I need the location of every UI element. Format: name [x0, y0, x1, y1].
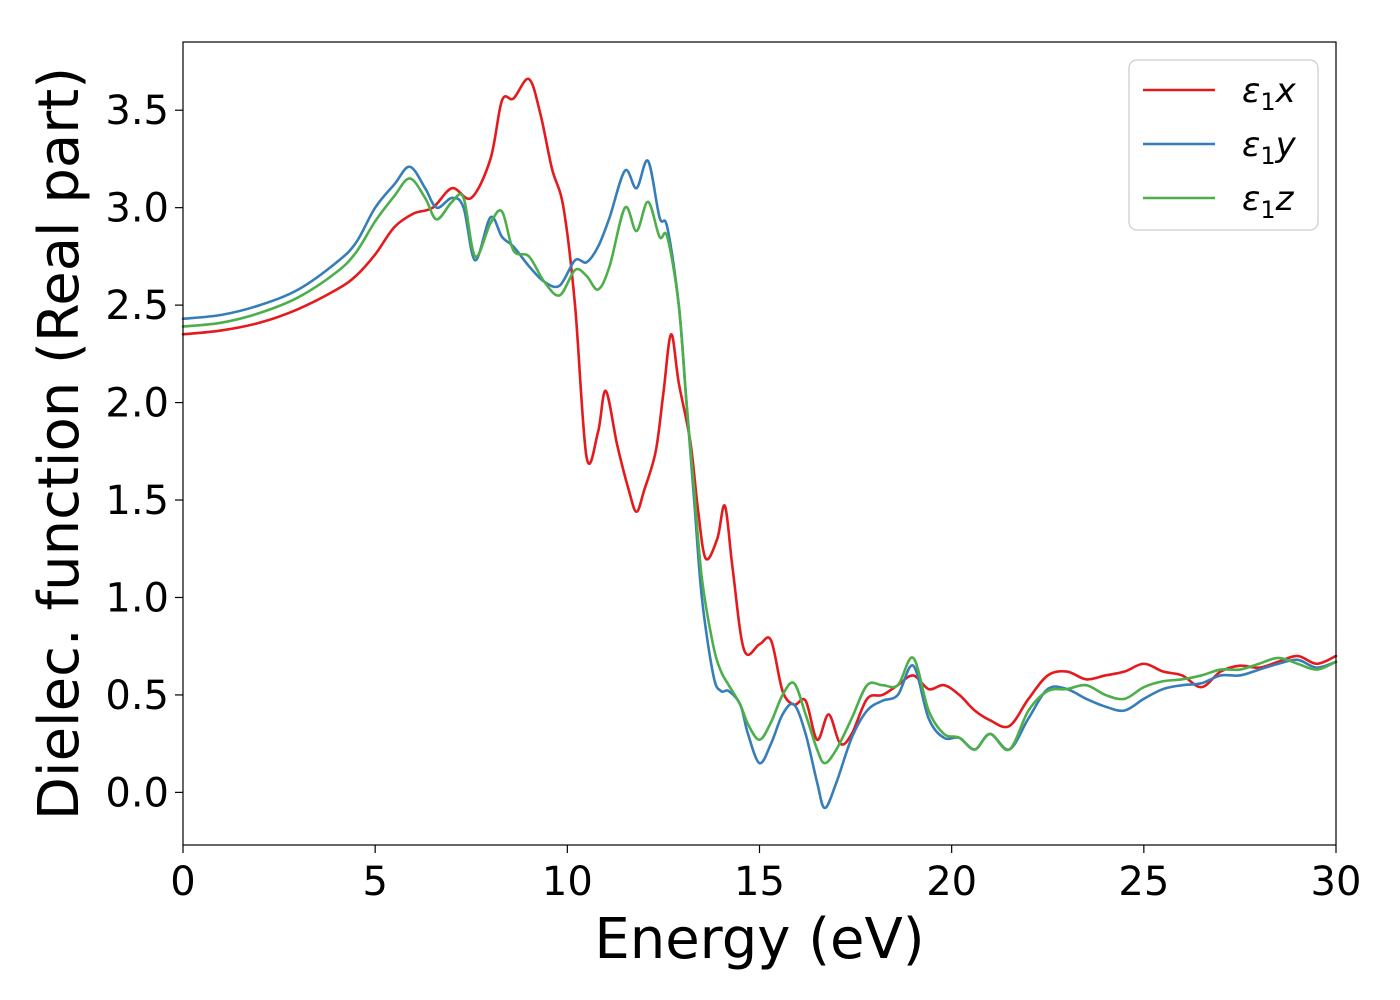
x-tick-label: 30 — [1311, 859, 1362, 905]
x-tick-label: 20 — [926, 859, 977, 905]
legend-label-y: ε1y — [1242, 125, 1297, 170]
legend-label-z: ε1z — [1242, 179, 1295, 224]
x-tick-label: 5 — [362, 859, 387, 905]
x-tick-label: 10 — [542, 859, 593, 905]
y-axis: 0.0 0.5 1.0 1.5 2.0 2.5 3.0 3.5 — [105, 88, 183, 816]
x-axis: 0 5 10 15 20 25 30 — [170, 845, 1361, 905]
y-tick-label: 1.5 — [105, 478, 169, 524]
series-layer — [181, 77, 1338, 810]
legend-label-x: ε1x — [1242, 71, 1297, 116]
y-tick-label: 2.0 — [105, 381, 169, 427]
x-axis-label: Energy (eV) — [594, 907, 924, 972]
y-tick-label: 2.5 — [105, 283, 169, 329]
y-tick-label: 3.5 — [105, 88, 169, 134]
series-line-z — [181, 177, 1338, 765]
y-tick-label: 3.0 — [105, 186, 169, 232]
y-tick-label: 0.5 — [105, 673, 169, 719]
x-tick-label: 0 — [170, 859, 195, 905]
y-tick-label: 1.0 — [105, 575, 169, 621]
y-tick-label: 0.0 — [105, 770, 169, 816]
series-line-x — [181, 77, 1338, 746]
legend: ε1x ε1y ε1z — [1128, 59, 1319, 231]
legend-box — [1128, 59, 1319, 231]
y-axis-label: Dielec. function (Real part) — [27, 67, 92, 820]
x-tick-label: 15 — [734, 859, 785, 905]
x-tick-label: 25 — [1118, 859, 1169, 905]
